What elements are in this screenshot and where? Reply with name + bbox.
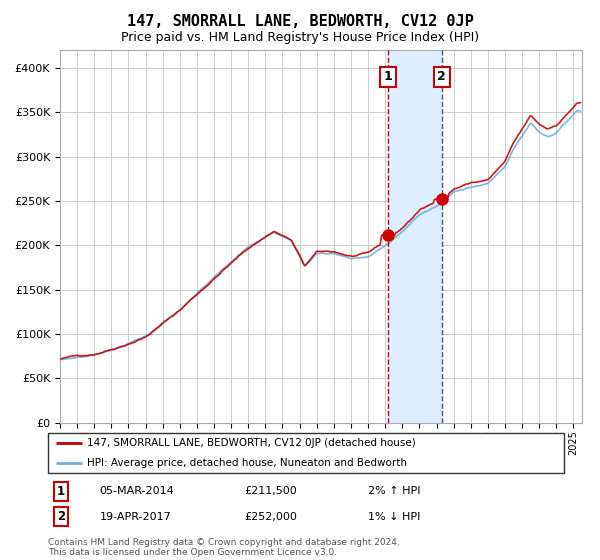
Text: Contains HM Land Registry data © Crown copyright and database right 2024.
This d: Contains HM Land Registry data © Crown c… bbox=[48, 538, 400, 557]
Text: 19-APR-2017: 19-APR-2017 bbox=[100, 512, 172, 521]
Text: 147, SMORRALL LANE, BEDWORTH, CV12 0JP (detached house): 147, SMORRALL LANE, BEDWORTH, CV12 0JP (… bbox=[86, 438, 415, 448]
Text: 1: 1 bbox=[384, 71, 392, 83]
Text: £211,500: £211,500 bbox=[244, 487, 297, 496]
Text: 2: 2 bbox=[437, 71, 446, 83]
Text: 1% ↓ HPI: 1% ↓ HPI bbox=[368, 512, 420, 521]
FancyBboxPatch shape bbox=[48, 433, 564, 473]
Text: HPI: Average price, detached house, Nuneaton and Bedworth: HPI: Average price, detached house, Nune… bbox=[86, 458, 407, 468]
Text: 2% ↑ HPI: 2% ↑ HPI bbox=[368, 487, 421, 496]
Text: 1: 1 bbox=[57, 485, 65, 498]
Text: 2: 2 bbox=[57, 510, 65, 523]
Text: £252,000: £252,000 bbox=[244, 512, 297, 521]
Text: 147, SMORRALL LANE, BEDWORTH, CV12 0JP: 147, SMORRALL LANE, BEDWORTH, CV12 0JP bbox=[127, 14, 473, 29]
Text: 05-MAR-2014: 05-MAR-2014 bbox=[100, 487, 175, 496]
Bar bbox=[388, 50, 442, 423]
Text: Price paid vs. HM Land Registry's House Price Index (HPI): Price paid vs. HM Land Registry's House … bbox=[121, 31, 479, 44]
